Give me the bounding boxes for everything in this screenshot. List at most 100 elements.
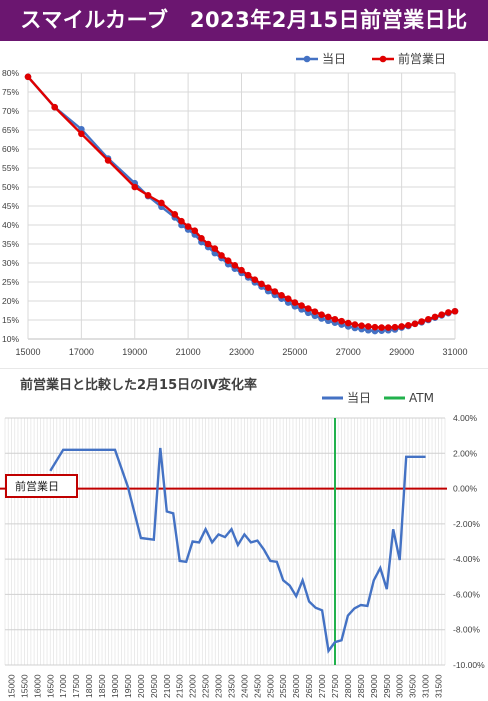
chart2-x-tick-label: 25000 bbox=[265, 674, 275, 698]
chart1-point-prev-day bbox=[251, 276, 259, 284]
chart1-point-prev-day bbox=[278, 292, 285, 299]
iv-change-chart: 前営業日と比較した2月15日のIV変化率 4.00% 2.00% 0.00% -2.0… bbox=[0, 368, 488, 698]
chart2-x-tick-label: 20000 bbox=[136, 674, 146, 698]
chart1-point-prev-day bbox=[198, 235, 205, 242]
chart1-point-prev-day bbox=[384, 324, 392, 331]
chart2-x-tick-label: 21500 bbox=[175, 674, 185, 698]
prev-day-label: 前営業日 bbox=[15, 479, 59, 493]
chart2-x-tick-label: 22000 bbox=[188, 674, 198, 698]
chart1-y-tick-label: 25% bbox=[2, 277, 19, 287]
chart1-point-prev-day bbox=[244, 271, 252, 279]
chart1-y-tick-label: 70% bbox=[2, 106, 19, 116]
chart1-point-prev-day bbox=[351, 321, 359, 328]
chart2-x-tick-label: 19500 bbox=[123, 674, 133, 698]
chart2-x-tick-label: 28500 bbox=[356, 674, 366, 698]
chart1-y-tick-label: 15% bbox=[2, 315, 19, 325]
chart2-x-tick-label: 27000 bbox=[317, 674, 327, 698]
chart1-y-tick-label: 35% bbox=[2, 239, 19, 249]
chart1-point-prev-day bbox=[358, 322, 365, 330]
chart2-x-tick-label: 22500 bbox=[201, 674, 211, 698]
chart2-x-tick-label: 30500 bbox=[408, 674, 418, 698]
chart1-x-tick-label: 31000 bbox=[442, 347, 467, 357]
chart2-x-axis: 15000 15500 16000 16500 17000 17500 18000 18500… bbox=[6, 674, 443, 698]
chart1-x-tick-label: 21000 bbox=[176, 347, 201, 357]
chart2-x-tick-label: 25500 bbox=[278, 674, 288, 698]
legend-label-today: 当日 bbox=[322, 52, 346, 66]
chart2-y-tick-label: 2.00% bbox=[453, 448, 478, 458]
chart1-point-prev-day bbox=[364, 323, 372, 330]
chart1-point-prev-day bbox=[391, 323, 399, 331]
chart1-y-tick-label: 60% bbox=[2, 144, 19, 154]
chart1-point-prev-day bbox=[311, 308, 319, 315]
chart1-series bbox=[24, 73, 459, 335]
chart2-x-tick-label: 16500 bbox=[45, 674, 55, 698]
chart2-series-line-today bbox=[49, 447, 426, 654]
chart2-x-tick-label: 18500 bbox=[97, 674, 107, 698]
chart1-x-tick-label: 29000 bbox=[389, 347, 414, 357]
chart2-y-tick-label: -2.00% bbox=[453, 519, 480, 529]
chart1-point-prev-day bbox=[378, 324, 385, 331]
legend-label-atm: ATM bbox=[409, 391, 434, 405]
chart1-point-prev-day bbox=[131, 183, 139, 191]
chart1-point-prev-day bbox=[431, 313, 439, 321]
chart2-x-tick-label: 21000 bbox=[162, 674, 172, 698]
chart1-point-prev-day bbox=[451, 307, 459, 315]
chart2-gridlines bbox=[4, 417, 446, 666]
chart1-point-prev-day bbox=[178, 217, 185, 225]
chart1-point-prev-day bbox=[338, 317, 345, 325]
chart1-point-prev-day bbox=[398, 323, 405, 330]
chart1-x-tick-label: 17000 bbox=[69, 347, 94, 357]
chart1-point-prev-day bbox=[51, 103, 58, 111]
smile-curve-chart: 10% 15% 20% 25% 30% 35% 40% 45% 50% 55% 60% 65% 70% 7… bbox=[0, 41, 488, 368]
chart2-x-tick-label: 20500 bbox=[149, 674, 159, 698]
chart1-point-prev-day bbox=[344, 319, 352, 327]
chart2-y-tick-label: -4.00% bbox=[453, 554, 480, 564]
chart1-point-prev-day bbox=[171, 211, 179, 218]
chart1-y-tick-label: 40% bbox=[2, 220, 19, 230]
chart1-point-prev-day bbox=[78, 130, 85, 138]
chart2-x-tick-label: 16000 bbox=[32, 674, 42, 698]
chart1-point-prev-day bbox=[318, 311, 325, 318]
chart1-point-prev-day bbox=[104, 157, 112, 164]
chart1-point-prev-day bbox=[324, 313, 332, 321]
title-banner: スマイルカーブ 2023年2月15日前営業日比 bbox=[0, 0, 488, 41]
chart2-y-tick-label: -6.00% bbox=[453, 589, 480, 599]
chart1-x-axis: 15000 17000 19000 21000 23000 25000 27000 29000… bbox=[15, 347, 467, 357]
chart1-background bbox=[0, 41, 488, 368]
chart2-x-tick-label: 27500 bbox=[330, 674, 340, 698]
chart1-y-tick-label: 50% bbox=[2, 182, 19, 192]
chart1-x-tick-label: 23000 bbox=[229, 347, 254, 357]
legend-marker-prev-day bbox=[379, 55, 387, 63]
chart1-y-tick-label: 55% bbox=[2, 163, 19, 173]
chart1-point-prev-day bbox=[331, 315, 339, 323]
chart1-x-tick-label: 27000 bbox=[336, 347, 361, 357]
chart1-point-prev-day bbox=[211, 245, 219, 252]
chart1-point-prev-day bbox=[258, 280, 265, 288]
chart2-x-tick-label: 17500 bbox=[71, 674, 81, 698]
banner-title: スマイルカーブ 2023年2月15日前営業日比 bbox=[20, 8, 468, 32]
chart1-y-tick-label: 30% bbox=[2, 258, 19, 268]
chart1-y-tick-label: 45% bbox=[2, 201, 19, 211]
chart1-point-prev-day bbox=[191, 227, 199, 234]
chart1-point-prev-day bbox=[404, 322, 412, 329]
chart1-x-tick-label: 15000 bbox=[15, 347, 40, 357]
chart2-x-tick-label: 23500 bbox=[226, 674, 236, 698]
chart1-y-tick-label: 20% bbox=[2, 296, 19, 306]
chart1-point-prev-day bbox=[445, 309, 452, 316]
chart2-x-tick-label: 24000 bbox=[239, 674, 249, 698]
chart2-legend: 当日 ATM bbox=[322, 391, 434, 405]
chart1-point-prev-day bbox=[371, 323, 379, 331]
chart1-point-prev-day bbox=[298, 302, 305, 309]
chart2-x-tick-label: 29000 bbox=[369, 674, 379, 698]
chart2-x-tick-label: 28000 bbox=[343, 674, 353, 698]
chart2-x-tick-label: 24500 bbox=[252, 674, 262, 698]
chart1-point-prev-day bbox=[411, 320, 419, 328]
chart2-x-tick-label: 15000 bbox=[6, 674, 16, 698]
chart1-point-prev-day bbox=[264, 284, 272, 291]
chart2-y-tick-label: 0.00% bbox=[453, 484, 478, 494]
chart2-x-tick-label: 30000 bbox=[395, 674, 405, 698]
chart1-point-prev-day bbox=[24, 73, 32, 81]
chart1-y-tick-label: 65% bbox=[2, 125, 19, 135]
chart2-x-tick-label: 31500 bbox=[434, 674, 444, 698]
chart2-x-tick-label: 17000 bbox=[58, 674, 68, 698]
